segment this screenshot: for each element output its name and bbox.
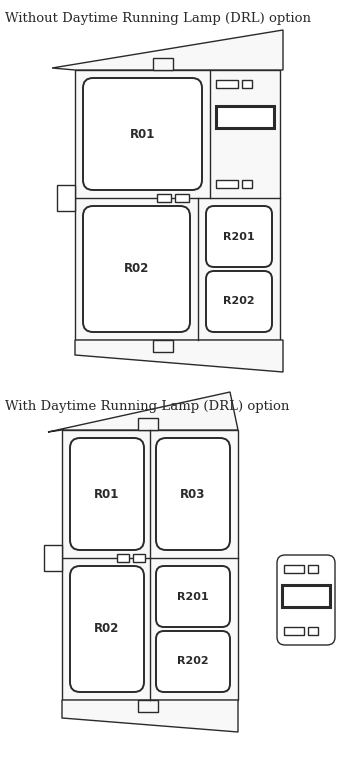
Bar — [308, 565, 318, 573]
Bar — [175, 194, 189, 202]
Bar — [157, 194, 171, 202]
FancyBboxPatch shape — [70, 566, 144, 692]
Bar — [216, 180, 238, 188]
Bar — [138, 418, 158, 430]
FancyBboxPatch shape — [277, 555, 335, 645]
Bar — [44, 545, 62, 571]
Text: D01: D01 — [293, 590, 319, 602]
Bar — [308, 627, 318, 635]
Text: R03: R03 — [180, 488, 206, 501]
Text: R02: R02 — [94, 622, 120, 635]
Text: R02: R02 — [124, 262, 149, 276]
Polygon shape — [48, 392, 238, 432]
Bar — [216, 80, 238, 88]
Text: With Daytime Running Lamp (DRL) option: With Daytime Running Lamp (DRL) option — [5, 400, 289, 413]
FancyBboxPatch shape — [156, 631, 230, 692]
Bar — [133, 554, 145, 562]
Bar — [62, 430, 238, 700]
Bar — [242, 80, 252, 88]
Text: R01: R01 — [130, 128, 155, 141]
Bar — [75, 70, 280, 340]
Text: R201: R201 — [223, 231, 255, 241]
Text: F01: F01 — [61, 188, 71, 208]
FancyBboxPatch shape — [206, 206, 272, 267]
Bar — [138, 700, 158, 712]
Bar — [282, 585, 330, 607]
Bar — [153, 340, 173, 352]
FancyBboxPatch shape — [70, 438, 144, 550]
FancyBboxPatch shape — [156, 566, 230, 627]
FancyBboxPatch shape — [156, 438, 230, 550]
Bar — [117, 554, 129, 562]
Text: F01: F01 — [48, 548, 58, 568]
Bar — [153, 58, 173, 70]
Text: R01: R01 — [94, 488, 120, 501]
Text: D01: D01 — [232, 111, 258, 124]
Polygon shape — [75, 340, 283, 372]
Polygon shape — [62, 700, 238, 732]
Bar — [216, 106, 274, 128]
Polygon shape — [52, 30, 283, 70]
Bar — [242, 180, 252, 188]
Text: Without Daytime Running Lamp (DRL) option: Without Daytime Running Lamp (DRL) optio… — [5, 12, 311, 25]
Bar — [284, 627, 304, 635]
FancyBboxPatch shape — [83, 206, 190, 332]
Bar — [284, 565, 304, 573]
Bar — [57, 185, 75, 211]
FancyBboxPatch shape — [206, 271, 272, 332]
FancyBboxPatch shape — [83, 78, 202, 190]
Text: R202: R202 — [177, 656, 209, 666]
Text: R202: R202 — [223, 296, 255, 307]
Text: R201: R201 — [177, 591, 209, 601]
